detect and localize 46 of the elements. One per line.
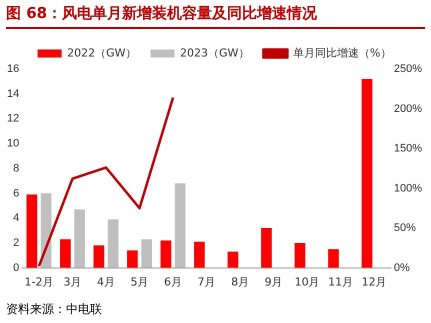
y2-tick-label: 200% <box>394 102 422 115</box>
y2-tick-label: 150% <box>394 142 422 155</box>
bar <box>174 183 186 268</box>
y-tick-label: 14 <box>6 88 20 100</box>
y2-tick-label: 250% <box>394 63 422 76</box>
bar <box>228 252 238 268</box>
bar <box>141 239 152 268</box>
y2-tick-label: 0% <box>394 262 410 274</box>
bar <box>328 249 339 268</box>
legend-label: 2023（GW） <box>180 46 250 60</box>
x-tick-label: 3月 <box>64 275 82 288</box>
x-tick-label: 10月 <box>294 275 320 288</box>
x-tick-label: 9月 <box>264 275 283 288</box>
bar <box>160 240 172 268</box>
x-tick-label: 4月 <box>97 275 116 288</box>
bar <box>108 219 118 268</box>
y2-tick-label: 50% <box>394 222 416 234</box>
chart-title: 图 68：风电单月新增装机容量及同比增速情况 <box>6 4 425 29</box>
bar <box>261 228 272 268</box>
x-tick-label: 11月 <box>328 275 354 288</box>
legend-label: 单月同比增速（%） <box>292 46 392 60</box>
y-tick-label: 10 <box>6 138 20 150</box>
y-tick-label: 16 <box>6 63 20 76</box>
legend-label: 2022（GW） <box>67 46 137 60</box>
bar <box>362 78 372 268</box>
x-tick-label: 5月 <box>130 275 149 288</box>
x-tick-label: 1-2月 <box>24 275 54 288</box>
bar <box>94 245 104 268</box>
y-tick-label: 6 <box>13 187 20 200</box>
bar <box>294 242 306 268</box>
bar <box>26 194 38 268</box>
x-tick-label: 8月 <box>231 275 250 288</box>
bar <box>74 209 85 268</box>
y-tick-label: 4 <box>13 212 20 224</box>
y-tick-label: 12 <box>6 112 20 125</box>
bar <box>60 239 71 268</box>
y-tick-label: 8 <box>13 162 20 174</box>
x-tick-label: 7月 <box>198 275 216 288</box>
x-tick-label: 6月 <box>164 275 182 288</box>
bar <box>194 242 205 268</box>
y-tick-label: 2 <box>13 236 20 249</box>
x-tick-label: 12月 <box>362 275 387 288</box>
text: 资料来源：中电联 <box>6 301 102 318</box>
y-tick-label: 0 <box>13 262 20 274</box>
bar <box>127 250 138 268</box>
y2-tick-label: 100% <box>394 182 422 194</box>
